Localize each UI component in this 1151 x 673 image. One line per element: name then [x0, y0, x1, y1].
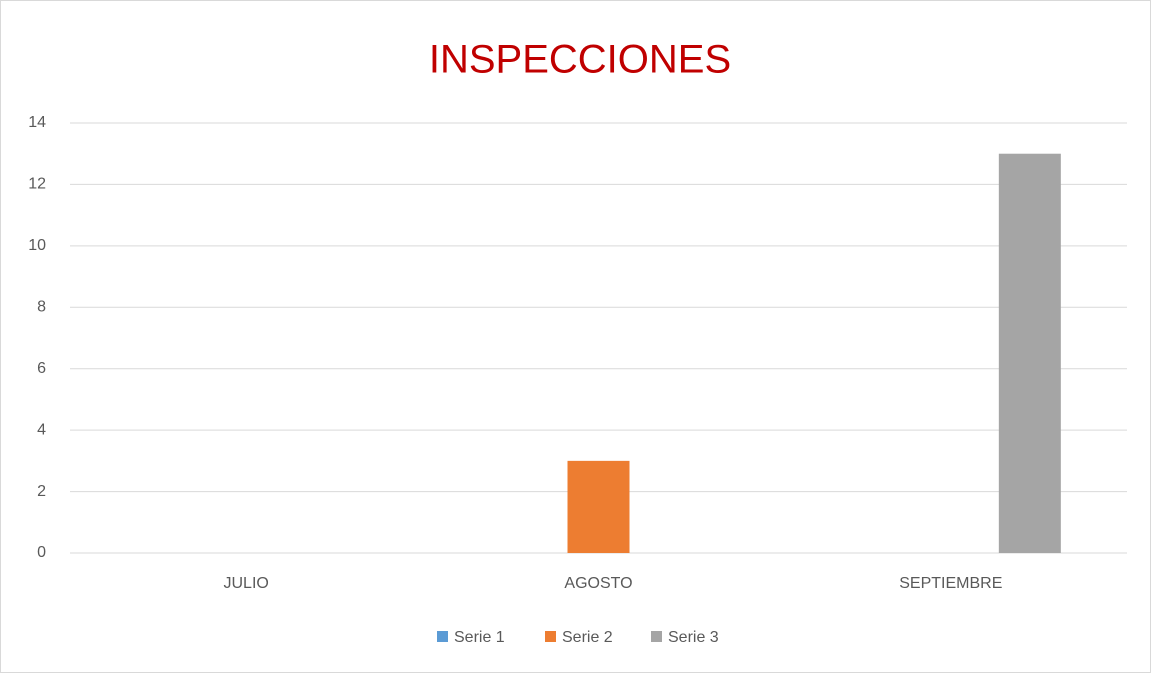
y-tick-label: 0 — [37, 544, 46, 561]
x-tick-label: JULIO — [223, 575, 268, 592]
y-tick-label: 12 — [28, 176, 46, 193]
y-tick-label: 6 — [37, 360, 46, 377]
legend-swatch — [545, 631, 556, 642]
legend-label: Serie 2 — [562, 629, 613, 646]
y-tick-label: 2 — [37, 483, 46, 500]
bar — [567, 460, 630, 553]
y-tick-label: 10 — [28, 237, 46, 254]
y-tick-label: 8 — [37, 299, 46, 316]
y-tick-label: 14 — [28, 114, 46, 131]
legend-label: Serie 1 — [454, 629, 505, 646]
bar — [998, 153, 1061, 553]
x-tick-label: AGOSTO — [564, 575, 632, 592]
y-tick-label: 4 — [37, 421, 46, 438]
legend-label: Serie 3 — [668, 629, 719, 646]
legend-swatch — [437, 631, 448, 642]
x-tick-label: SEPTIEMBRE — [899, 575, 1002, 592]
chart-title: INSPECCIONES — [429, 38, 731, 82]
legend-swatch — [651, 631, 662, 642]
